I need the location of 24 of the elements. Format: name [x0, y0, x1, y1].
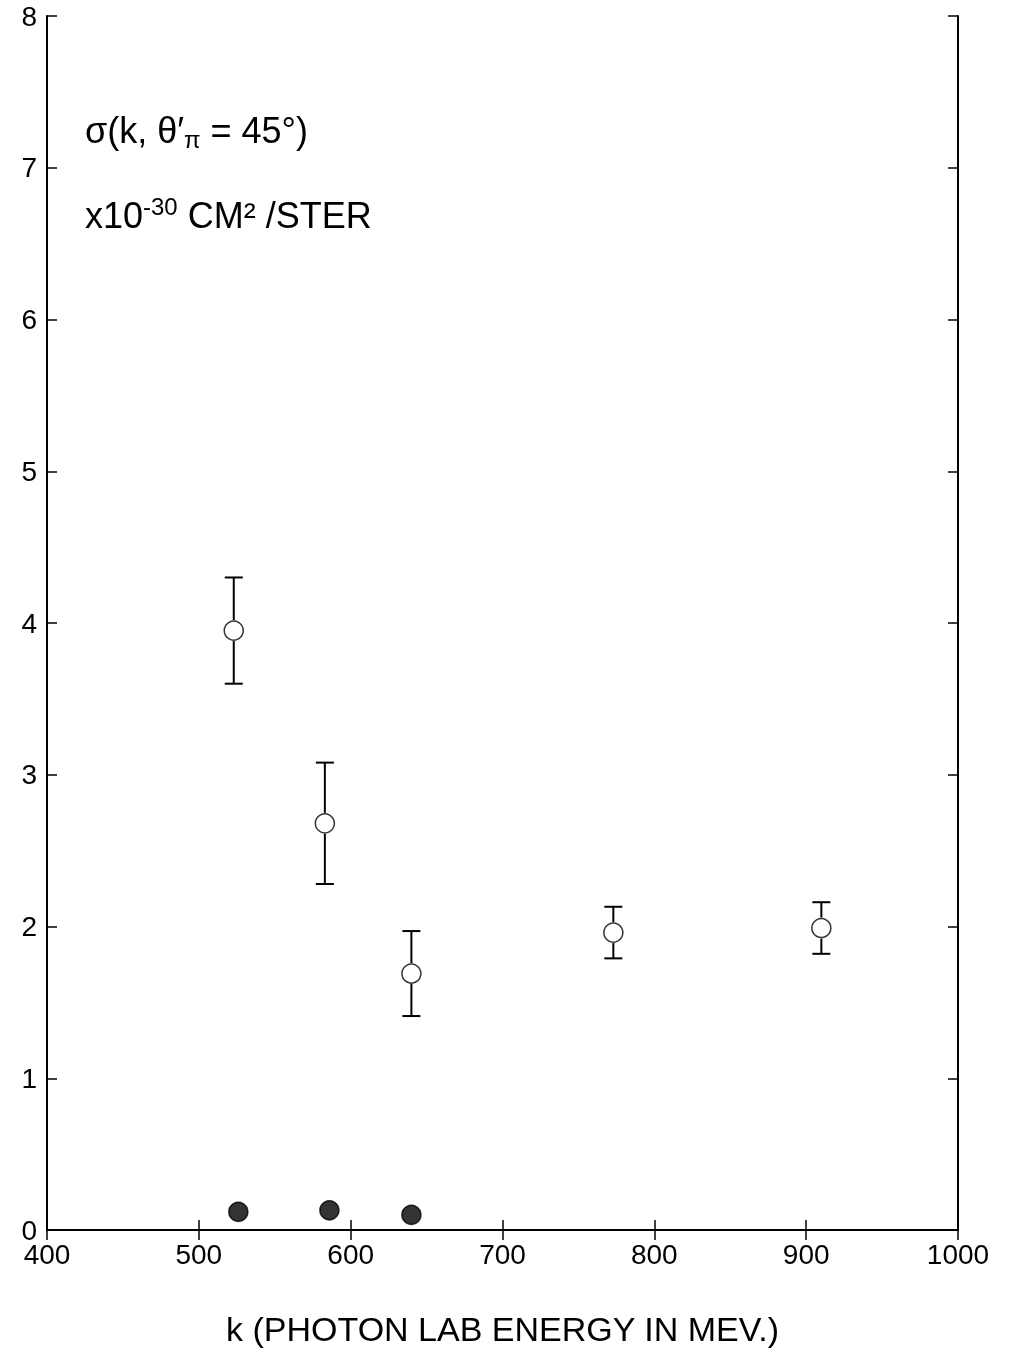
y-tick-label: 5 — [21, 455, 37, 487]
x-axis-title: k (PHOTON LAB ENERGY IN MEV.) — [226, 1310, 779, 1348]
x-tick-label: 800 — [630, 1238, 678, 1270]
point — [811, 917, 832, 939]
x-tick-label: 900 — [782, 1238, 830, 1270]
y-tick-label: 2 — [21, 911, 37, 942]
point — [603, 922, 624, 943]
x-tick-label: 1000 — [926, 1238, 990, 1270]
x-tick-label: 700 — [479, 1238, 526, 1270]
y-tick-label: 1 — [21, 1062, 37, 1094]
y-tick-label: 6 — [21, 304, 37, 335]
y-tick-label: 4 — [21, 607, 37, 639]
y-tick-label: 8 — [21, 0, 37, 32]
y-tick-label: 7 — [21, 152, 37, 184]
point — [223, 620, 245, 641]
point — [319, 1200, 340, 1221]
point — [401, 1204, 422, 1226]
point — [228, 1201, 249, 1223]
y-tick-label: 0 — [21, 1214, 37, 1246]
x-tick-label: 600 — [327, 1238, 375, 1270]
y-tick-label: 3 — [21, 759, 37, 791]
x-tick-label: 500 — [175, 1238, 223, 1270]
point — [314, 813, 336, 834]
point — [401, 963, 422, 984]
